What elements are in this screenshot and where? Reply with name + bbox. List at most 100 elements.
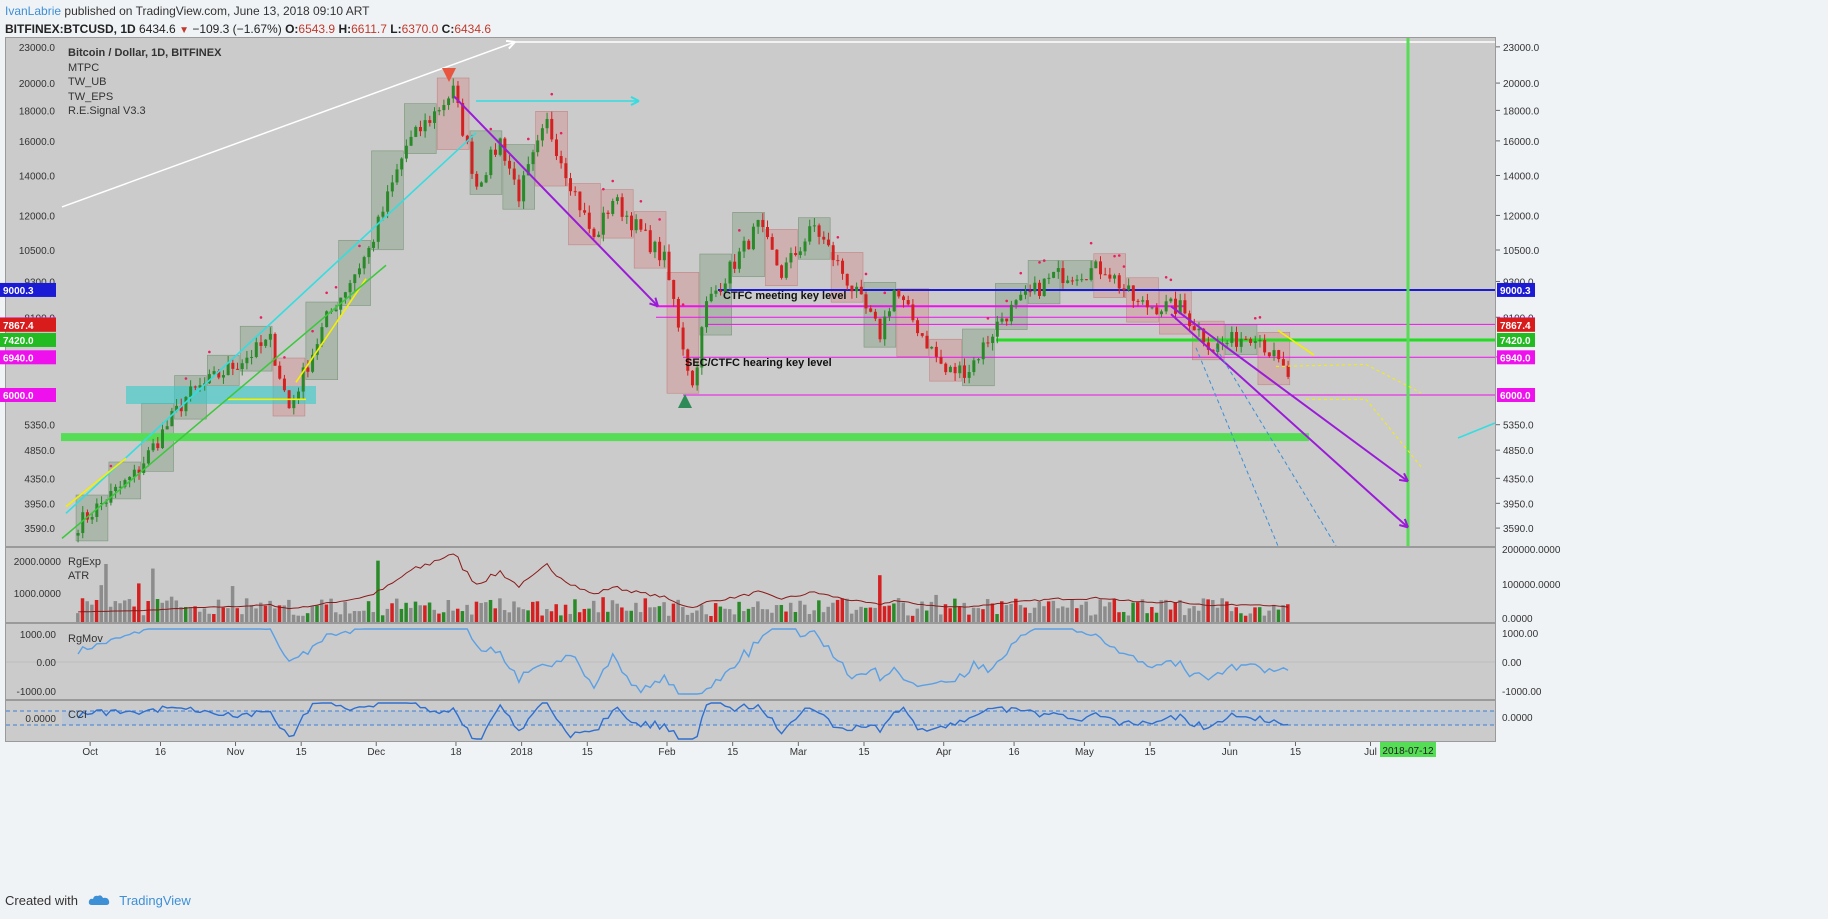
volume-bar (1248, 613, 1253, 622)
bullish-candle (526, 164, 530, 176)
rgmov-pane[interactable]: RgMov 1000.00 0.00 -1000.00 (5, 623, 1496, 700)
bullish-candle (381, 211, 385, 217)
volume-bar (826, 606, 830, 622)
sec-annotation[interactable]: SEC/CTFC hearing key level (685, 357, 832, 369)
time-tick-label: 15 (727, 747, 739, 758)
bullish-candle (212, 371, 216, 375)
volume-bar (90, 604, 94, 622)
signal-dot (864, 272, 868, 276)
volume-bar (254, 608, 258, 622)
volume-bar (1126, 615, 1131, 622)
publish-text: published on TradingView.com, June 13, 2… (64, 4, 370, 18)
cci-label: CCI (68, 709, 87, 721)
signal-dot (883, 291, 887, 295)
volume-pane[interactable]: RgExp ATR 2000.0000 1000.0000 (5, 547, 1496, 623)
time-tick-label: 15 (582, 747, 594, 758)
cci-pane[interactable]: CCI 0.0000 (5, 700, 1496, 742)
volume-bar (216, 599, 221, 622)
signal-dot (1253, 316, 1257, 320)
volume-bar (207, 613, 211, 622)
bullish-candle (250, 356, 254, 358)
bullish-candle (1216, 343, 1220, 352)
high-label: H: (338, 22, 352, 36)
bearish-candle (934, 346, 938, 357)
volume-right-tick: 0.0000 (1502, 614, 1533, 625)
volume-bar (174, 600, 179, 622)
volume-bar (943, 604, 948, 622)
time-tick-label: 15 (858, 747, 870, 758)
volume-bar (549, 611, 554, 622)
bearish-candle (648, 230, 652, 253)
bearish-candle (775, 249, 779, 266)
author-link[interactable]: IvanLabrie (5, 4, 62, 18)
signal-dot (325, 291, 328, 295)
bearish-candle (456, 85, 460, 103)
bullish-candle (995, 321, 999, 337)
bullish-candle (1272, 350, 1276, 357)
signal-dot (334, 285, 338, 289)
bearish-candle (193, 386, 197, 388)
price-level-tag (1497, 388, 1535, 403)
volume-left-tick: 2000.0000 (14, 557, 62, 568)
bullish-candle (958, 365, 962, 374)
bullish-candle (737, 251, 741, 269)
yellow-trend-line (65, 457, 127, 508)
bullish-candle (700, 327, 704, 368)
volume-bar (1272, 604, 1276, 622)
volume-bar (859, 606, 863, 622)
volume-bar (376, 560, 380, 622)
bullish-candle (451, 85, 455, 99)
volume-bar (470, 614, 474, 622)
bearish-candle (1281, 359, 1285, 366)
bullish-candle (705, 301, 709, 328)
volume-bar (1018, 605, 1023, 622)
volume-bar (531, 601, 535, 622)
bearish-candle (1183, 300, 1187, 314)
bullish-candle (479, 182, 483, 187)
volume-bar (892, 603, 896, 622)
tradingview-link[interactable]: TradingView (119, 893, 191, 908)
footer: Created with TradingView (5, 893, 191, 908)
bullish-candle (855, 286, 859, 292)
volume-bar (1234, 607, 1238, 622)
bearish-candle (1174, 298, 1178, 314)
cci-right-tick: 0.0000 (1502, 713, 1533, 724)
bullish-candle (1239, 338, 1243, 347)
volume-bar (366, 601, 371, 622)
price-change: −109.3 (−1.67%) (192, 22, 282, 36)
ctfc-annotation[interactable]: CTFC meeting key level (723, 290, 847, 302)
volume-bar (1196, 610, 1201, 622)
price-tick-label: 20000.0 (1503, 79, 1540, 90)
yellow-projection (1306, 398, 1422, 467)
price-level-tag (1497, 317, 1535, 332)
bullish-candle (1080, 279, 1084, 281)
volume-bar (713, 603, 718, 622)
price-pane[interactable]: Bitcoin / Dollar, 1D, BITFINEX MTPC TW_U… (5, 37, 1496, 547)
bearish-candle (1277, 350, 1281, 360)
bullish-candle (489, 149, 493, 176)
bearish-candle (672, 279, 676, 299)
volume-bar (981, 609, 985, 622)
volume-bar (652, 607, 657, 622)
volume-bar (756, 601, 760, 622)
bearish-candle (629, 215, 633, 231)
bearish-candle (906, 300, 910, 305)
bearish-candle (1155, 307, 1159, 315)
volume-bar (404, 602, 408, 622)
bearish-candle (986, 342, 990, 344)
rgmov-left-tick: 0.00 (37, 658, 57, 669)
volume-bar (1168, 609, 1173, 622)
signal-dot (1122, 265, 1126, 268)
bullish-candle (268, 333, 272, 340)
volume-bar (132, 606, 136, 622)
volume-bar (249, 604, 254, 622)
volume-bar (1136, 602, 1140, 622)
volume-bar (484, 602, 488, 622)
price-tick-label: 3950.0 (1503, 499, 1534, 510)
volume-bar (1215, 607, 1220, 622)
volume-bar (835, 599, 840, 622)
signal-dot (208, 350, 211, 354)
volume-bar (629, 610, 633, 622)
volume-bar (348, 613, 352, 622)
support-zone-bar (61, 433, 1309, 442)
